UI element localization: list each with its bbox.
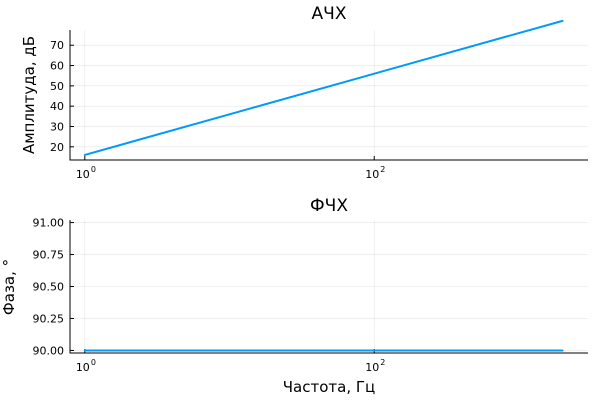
phase-xlabel: Частота, Гц [283, 378, 375, 396]
phase-grid [70, 220, 588, 353]
magnitude-xtick-label: 10 2 [365, 165, 385, 181]
magnitude-ytick-label: 50 [50, 80, 64, 93]
magnitude-series-line [83, 19, 564, 156]
phase-ytick-label: 90.25 [33, 312, 65, 325]
phase-xtick-exponent: 0 [91, 358, 96, 367]
magnitude-axes-frame [69, 30, 588, 161]
phase-ytick-label: 90.00 [33, 344, 65, 357]
phase-title: ФЧХ [310, 196, 348, 216]
phase-xtick-base: 10 [76, 361, 90, 374]
magnitude-xtick-exponent: 0 [91, 165, 96, 174]
phase-xtick-label: 10 0 [76, 358, 96, 374]
phase-axes-frame [69, 220, 588, 354]
phase-xtick-exponent: 2 [380, 358, 385, 367]
magnitude-ytick-label: 60 [50, 60, 64, 73]
magnitude-grid [70, 30, 588, 160]
phase-ytick-label: 90.75 [33, 249, 65, 262]
magnitude-ytick-label: 20 [50, 141, 64, 154]
magnitude-ytick-label: 70 [50, 39, 64, 52]
phase-xtick-label: 10 2 [365, 358, 385, 374]
magnitude-ytick-label: 30 [50, 120, 64, 133]
phase-ylabel: Фаза, ° [0, 259, 18, 315]
phase-ytick-label: 90.50 [33, 281, 65, 294]
magnitude-ytick-label: 40 [50, 100, 64, 113]
magnitude-title: АЧХ [312, 4, 347, 24]
magnitude-xtick-exponent: 2 [380, 165, 385, 174]
phase-ytick-label: 91.00 [33, 217, 65, 230]
magnitude-xtick-label: 10 0 [76, 165, 96, 181]
magnitude-xtick-base: 10 [365, 168, 379, 181]
magnitude-xtick-base: 10 [76, 168, 90, 181]
magnitude-ylabel: Амплитуда, дБ [20, 36, 38, 154]
phase-xtick-base: 10 [365, 361, 379, 374]
